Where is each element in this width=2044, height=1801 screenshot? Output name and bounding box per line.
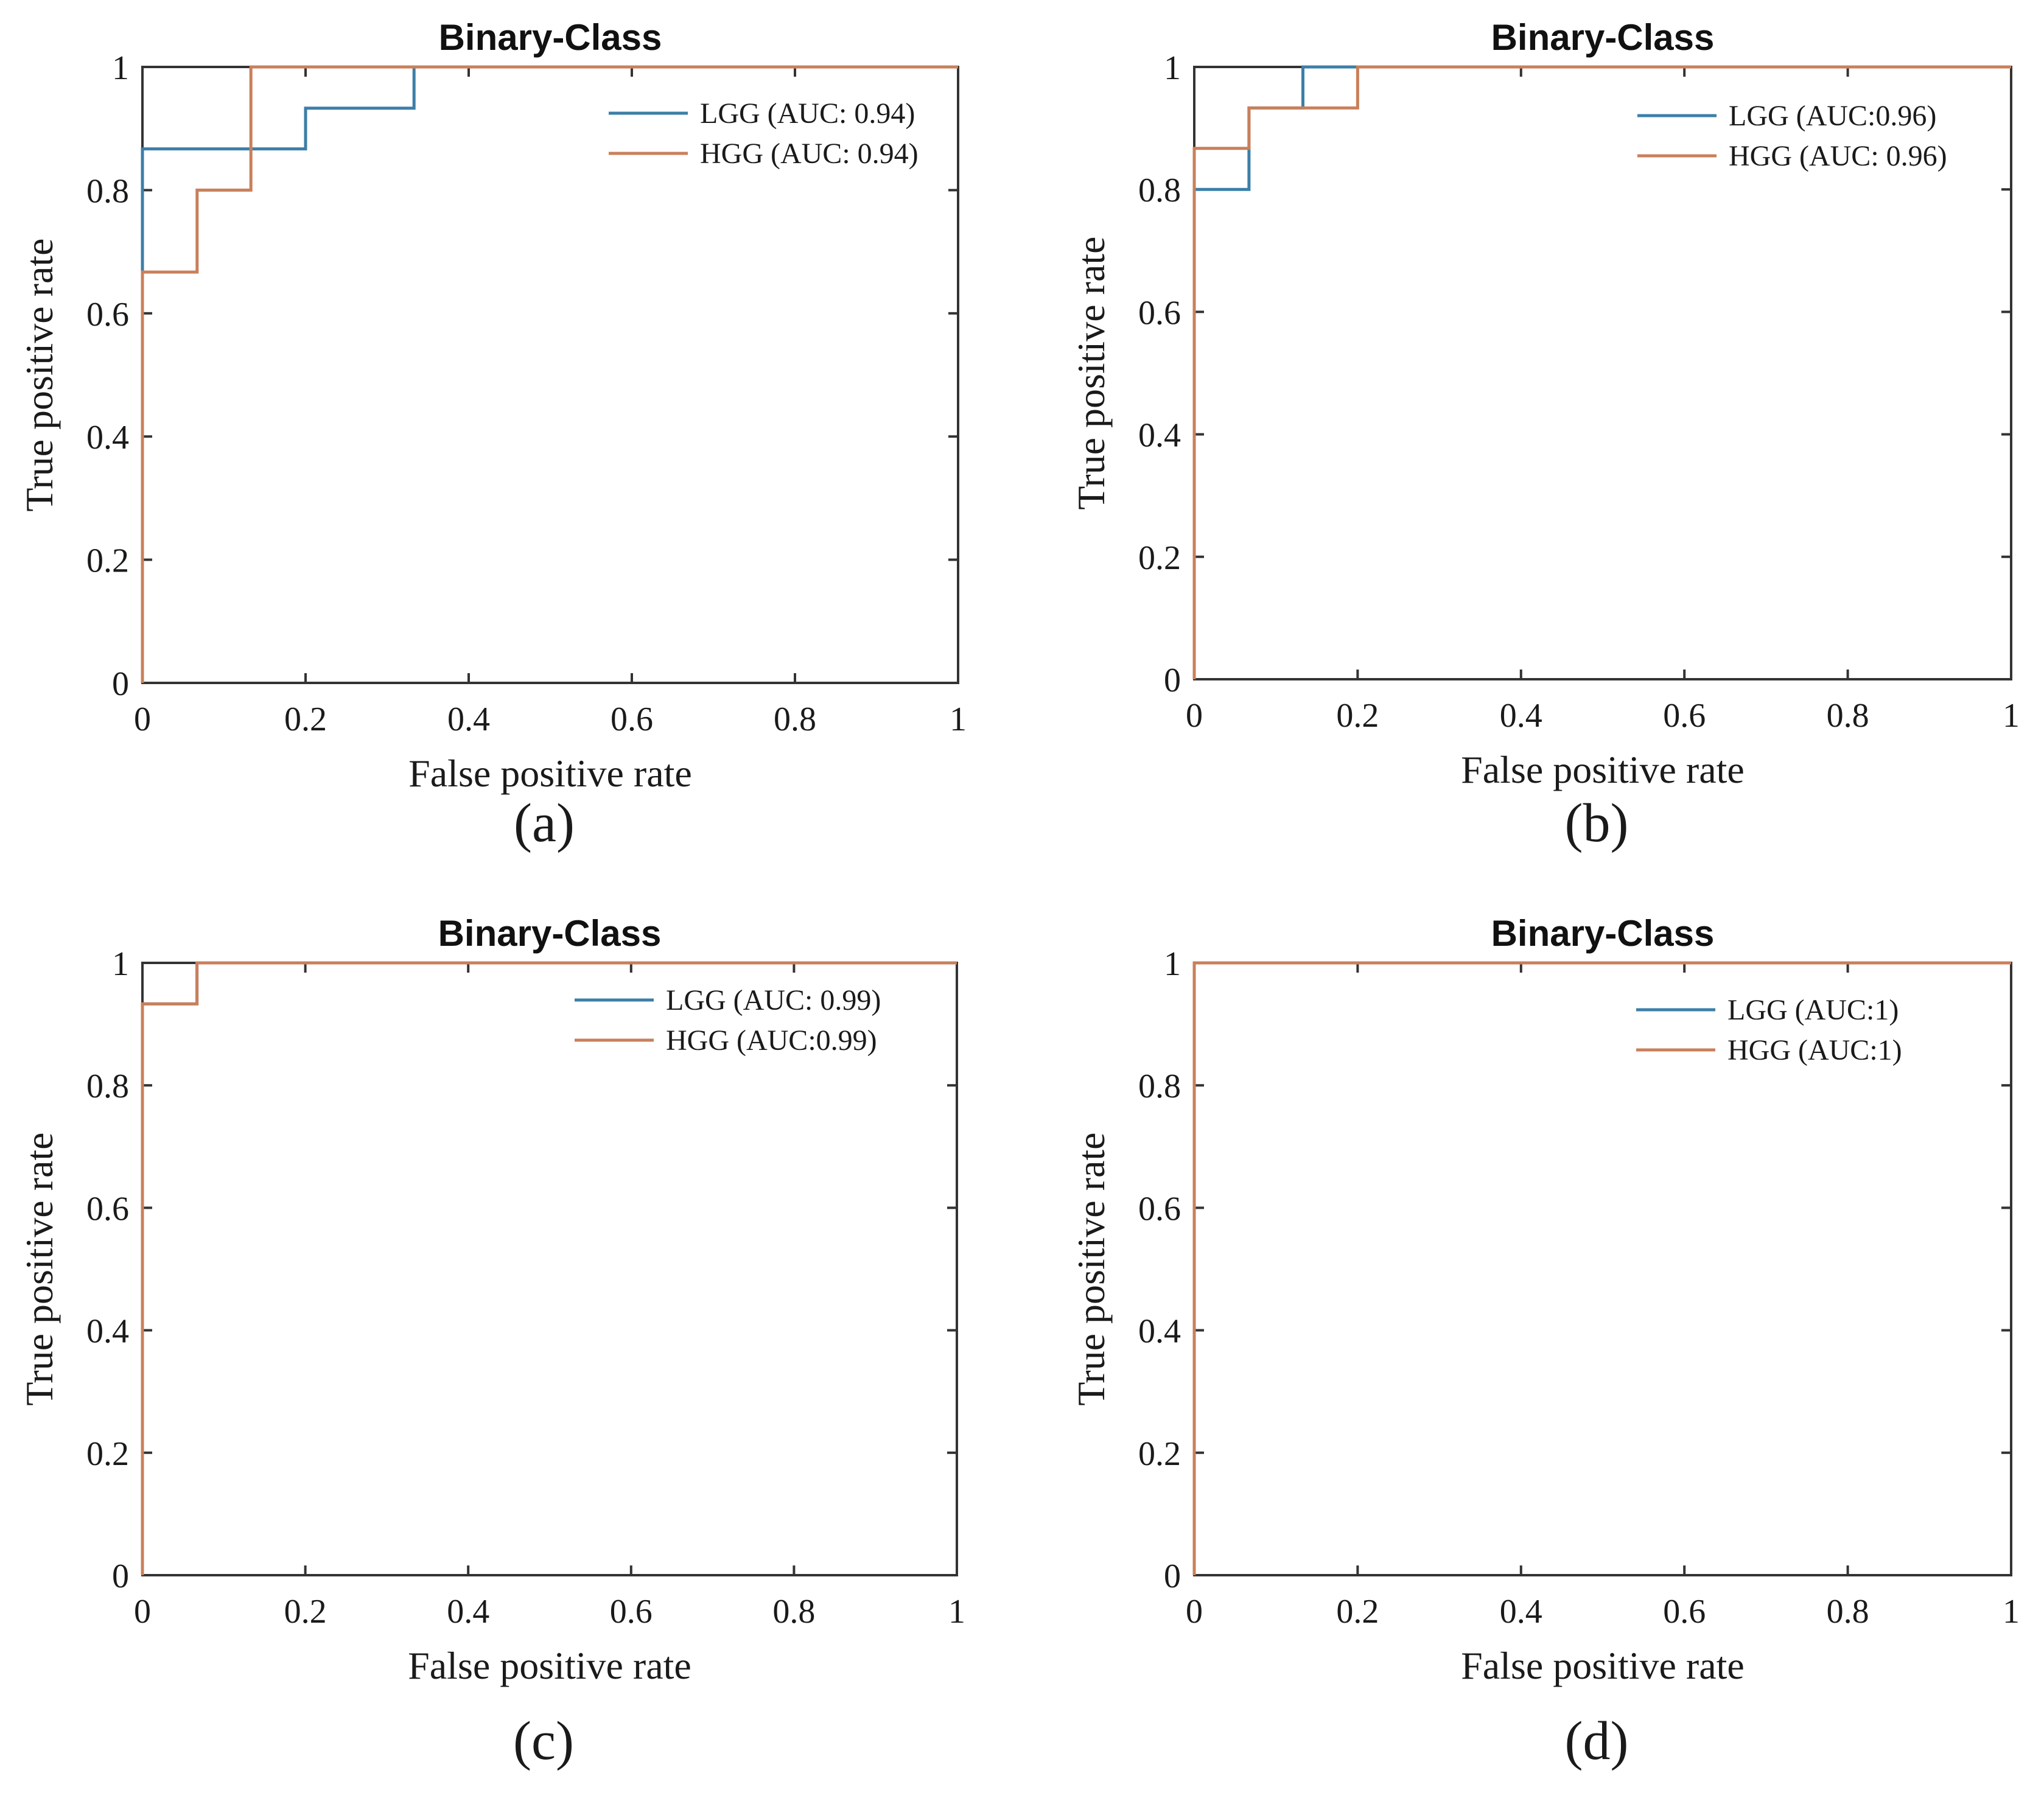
chart-0-series-hgg-line <box>141 65 958 683</box>
chart-3-xtick-label: 1 <box>2003 1593 2020 1631</box>
chart-0-xtick-label: 0.6 <box>611 701 653 738</box>
chart-0-y-axis-label: True positive rate <box>18 238 61 511</box>
chart-2-ytick-label: 0.6 <box>86 1190 129 1228</box>
chart-0-legend-label-hgg: HGG (AUC: 0.94) <box>700 138 919 170</box>
chart-0: 0 0.2 0.4 0.6 0.8 1 0 0.2 0.4 0.6 0.8 1 Binary-Class… <box>18 17 967 853</box>
chart-2-xtick-label: 1 <box>948 1593 965 1631</box>
chart-3-ytick-label: 0.4 <box>1138 1313 1181 1351</box>
chart-2-xtick-label: 0.6 <box>610 1593 653 1631</box>
chart-1: 0 0.2 0.4 0.6 0.8 1 0 0.2 0.4 0.6 0.8 1 Binary-Class… <box>1069 17 2020 853</box>
chart-2-legend-label-hgg: HGG (AUC:0.99) <box>666 1024 877 1057</box>
chart-1-xtick-label: 0.8 <box>1827 697 1869 735</box>
chart-3-xtick-label: 0 <box>1186 1593 1203 1631</box>
chart-2-legend-label-lgg: LGG (AUC: 0.99) <box>666 984 881 1016</box>
chart-3: 0 0.2 0.4 0.6 0.8 1 0 0.2 0.4 0.6 0.8 1 Binary-Class… <box>1069 913 2020 1771</box>
chart-2-ytick-label: 1 <box>112 945 129 983</box>
chart-0-xtick-label: 0 <box>134 701 151 738</box>
chart-2: 0 0.2 0.4 0.6 0.8 1 0 0.2 0.4 0.6 0.8 1 Binary-Class… <box>18 913 965 1771</box>
chart-2-ytick-label: 0.2 <box>86 1435 129 1473</box>
chart-1-legend-label-lgg: LGG (AUC:0.96) <box>1729 100 1936 132</box>
chart-0-panel-label: (a) <box>514 793 575 853</box>
chart-1-ytick-label: 0.8 <box>1138 172 1181 209</box>
chart-1-xtick-label: 0 <box>1186 697 1203 735</box>
chart-3-xtick-label: 0.6 <box>1663 1593 1706 1631</box>
chart-2-x-axis-label: False positive rate <box>408 1644 691 1687</box>
chart-1-legend-label-hgg: HGG (AUC: 0.96) <box>1729 140 1947 172</box>
chart-0-ytick-label: 0.2 <box>86 542 129 580</box>
chart-2-ytick-label: 0.4 <box>86 1313 129 1351</box>
chart-0-ytick-label: 0.8 <box>86 172 129 210</box>
chart-2-title: Binary-Class <box>438 913 662 954</box>
chart-1-panel-label: (b) <box>1565 793 1629 853</box>
chart-0-series-lgg-line <box>141 65 958 683</box>
chart-0-xtick-label: 1 <box>950 701 967 738</box>
chart-3-legend-label-lgg: LGG (AUC:1) <box>1727 994 1899 1026</box>
chart-1-ytick-label: 0 <box>1164 662 1181 699</box>
chart-2-xtick-label: 0 <box>134 1593 151 1631</box>
chart-0-xtick-label: 0.8 <box>774 701 816 738</box>
chart-2-ytick-label: 0 <box>112 1558 129 1595</box>
chart-3-xtick-label: 0.2 <box>1336 1593 1379 1631</box>
chart-0-title: Binary-Class <box>439 17 662 58</box>
chart-0-xtick-label: 0.4 <box>447 701 490 738</box>
chart-0-legend-label-lgg: LGG (AUC: 0.94) <box>700 97 915 130</box>
chart-3-series-hgg-line <box>1192 961 2011 1575</box>
chart-3-legend-label-hgg: HGG (AUC:1) <box>1727 1034 1902 1066</box>
chart-1-title: Binary-Class <box>1491 17 1715 58</box>
chart-3-ytick-label: 0.6 <box>1138 1190 1181 1228</box>
chart-3-title: Binary-Class <box>1491 913 1715 954</box>
chart-3-y-axis-label: True positive rate <box>1069 1132 1113 1405</box>
chart-3-xtick-label: 0.8 <box>1827 1593 1869 1631</box>
chart-1-xtick-label: 1 <box>2003 697 2020 735</box>
chart-1-x-axis-label: False positive rate <box>1461 748 1745 791</box>
chart-1-xtick-label: 0.2 <box>1336 697 1379 735</box>
chart-1-ytick-label: 0.2 <box>1138 539 1181 577</box>
chart-2-y-axis-label: True positive rate <box>18 1132 61 1405</box>
chart-3-ytick-label: 1 <box>1164 945 1181 983</box>
chart-2-xtick-label: 0.2 <box>284 1593 327 1631</box>
chart-2-ytick-label: 0.8 <box>86 1068 129 1105</box>
chart-2-xtick-label: 0.8 <box>772 1593 815 1631</box>
chart-1-ytick-label: 1 <box>1164 49 1181 87</box>
chart-1-y-axis-label: True positive rate <box>1069 236 1113 509</box>
chart-0-ytick-label: 1 <box>112 49 129 87</box>
chart-1-xtick-label: 0.6 <box>1663 697 1706 735</box>
chart-3-ytick-label: 0.8 <box>1138 1068 1181 1105</box>
chart-0-xtick-label: 0.2 <box>284 701 327 738</box>
chart-3-xtick-label: 0.4 <box>1500 1593 1542 1631</box>
chart-3-panel-label: (d) <box>1565 1711 1629 1771</box>
chart-3-x-axis-label: False positive rate <box>1461 1644 1745 1687</box>
chart-3-ytick-label: 0 <box>1164 1558 1181 1595</box>
chart-2-panel-label: (c) <box>513 1711 574 1771</box>
chart-1-ytick-label: 0.4 <box>1138 417 1181 455</box>
chart-0-ytick-label: 0 <box>112 665 129 703</box>
chart-2-series-hgg-line <box>141 961 957 1575</box>
chart-0-ytick-label: 0.6 <box>86 296 129 334</box>
chart-1-xtick-label: 0.4 <box>1500 697 1542 735</box>
chart-2-xtick-label: 0.4 <box>447 1593 489 1631</box>
chart-0-x-axis-label: False positive rate <box>408 752 692 795</box>
chart-3-ytick-label: 0.2 <box>1138 1435 1181 1473</box>
chart-1-series-hgg-line <box>1192 65 2011 679</box>
chart-1-ytick-label: 0.6 <box>1138 294 1181 332</box>
chart-0-ytick-label: 0.4 <box>86 419 129 456</box>
